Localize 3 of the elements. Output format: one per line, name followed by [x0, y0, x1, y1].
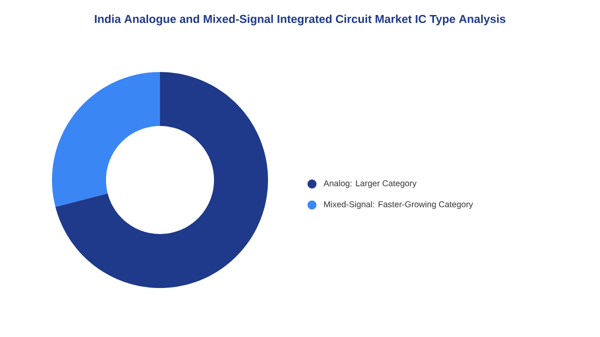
- legend-label: Mixed-Signal: Faster-Growing Category: [324, 201, 473, 209]
- legend-label: Analog: Larger Category: [324, 180, 417, 188]
- chart-title: India Analogue and Mixed-Signal Integrated Circuit Market IC Type Analysis: [94, 14, 506, 26]
